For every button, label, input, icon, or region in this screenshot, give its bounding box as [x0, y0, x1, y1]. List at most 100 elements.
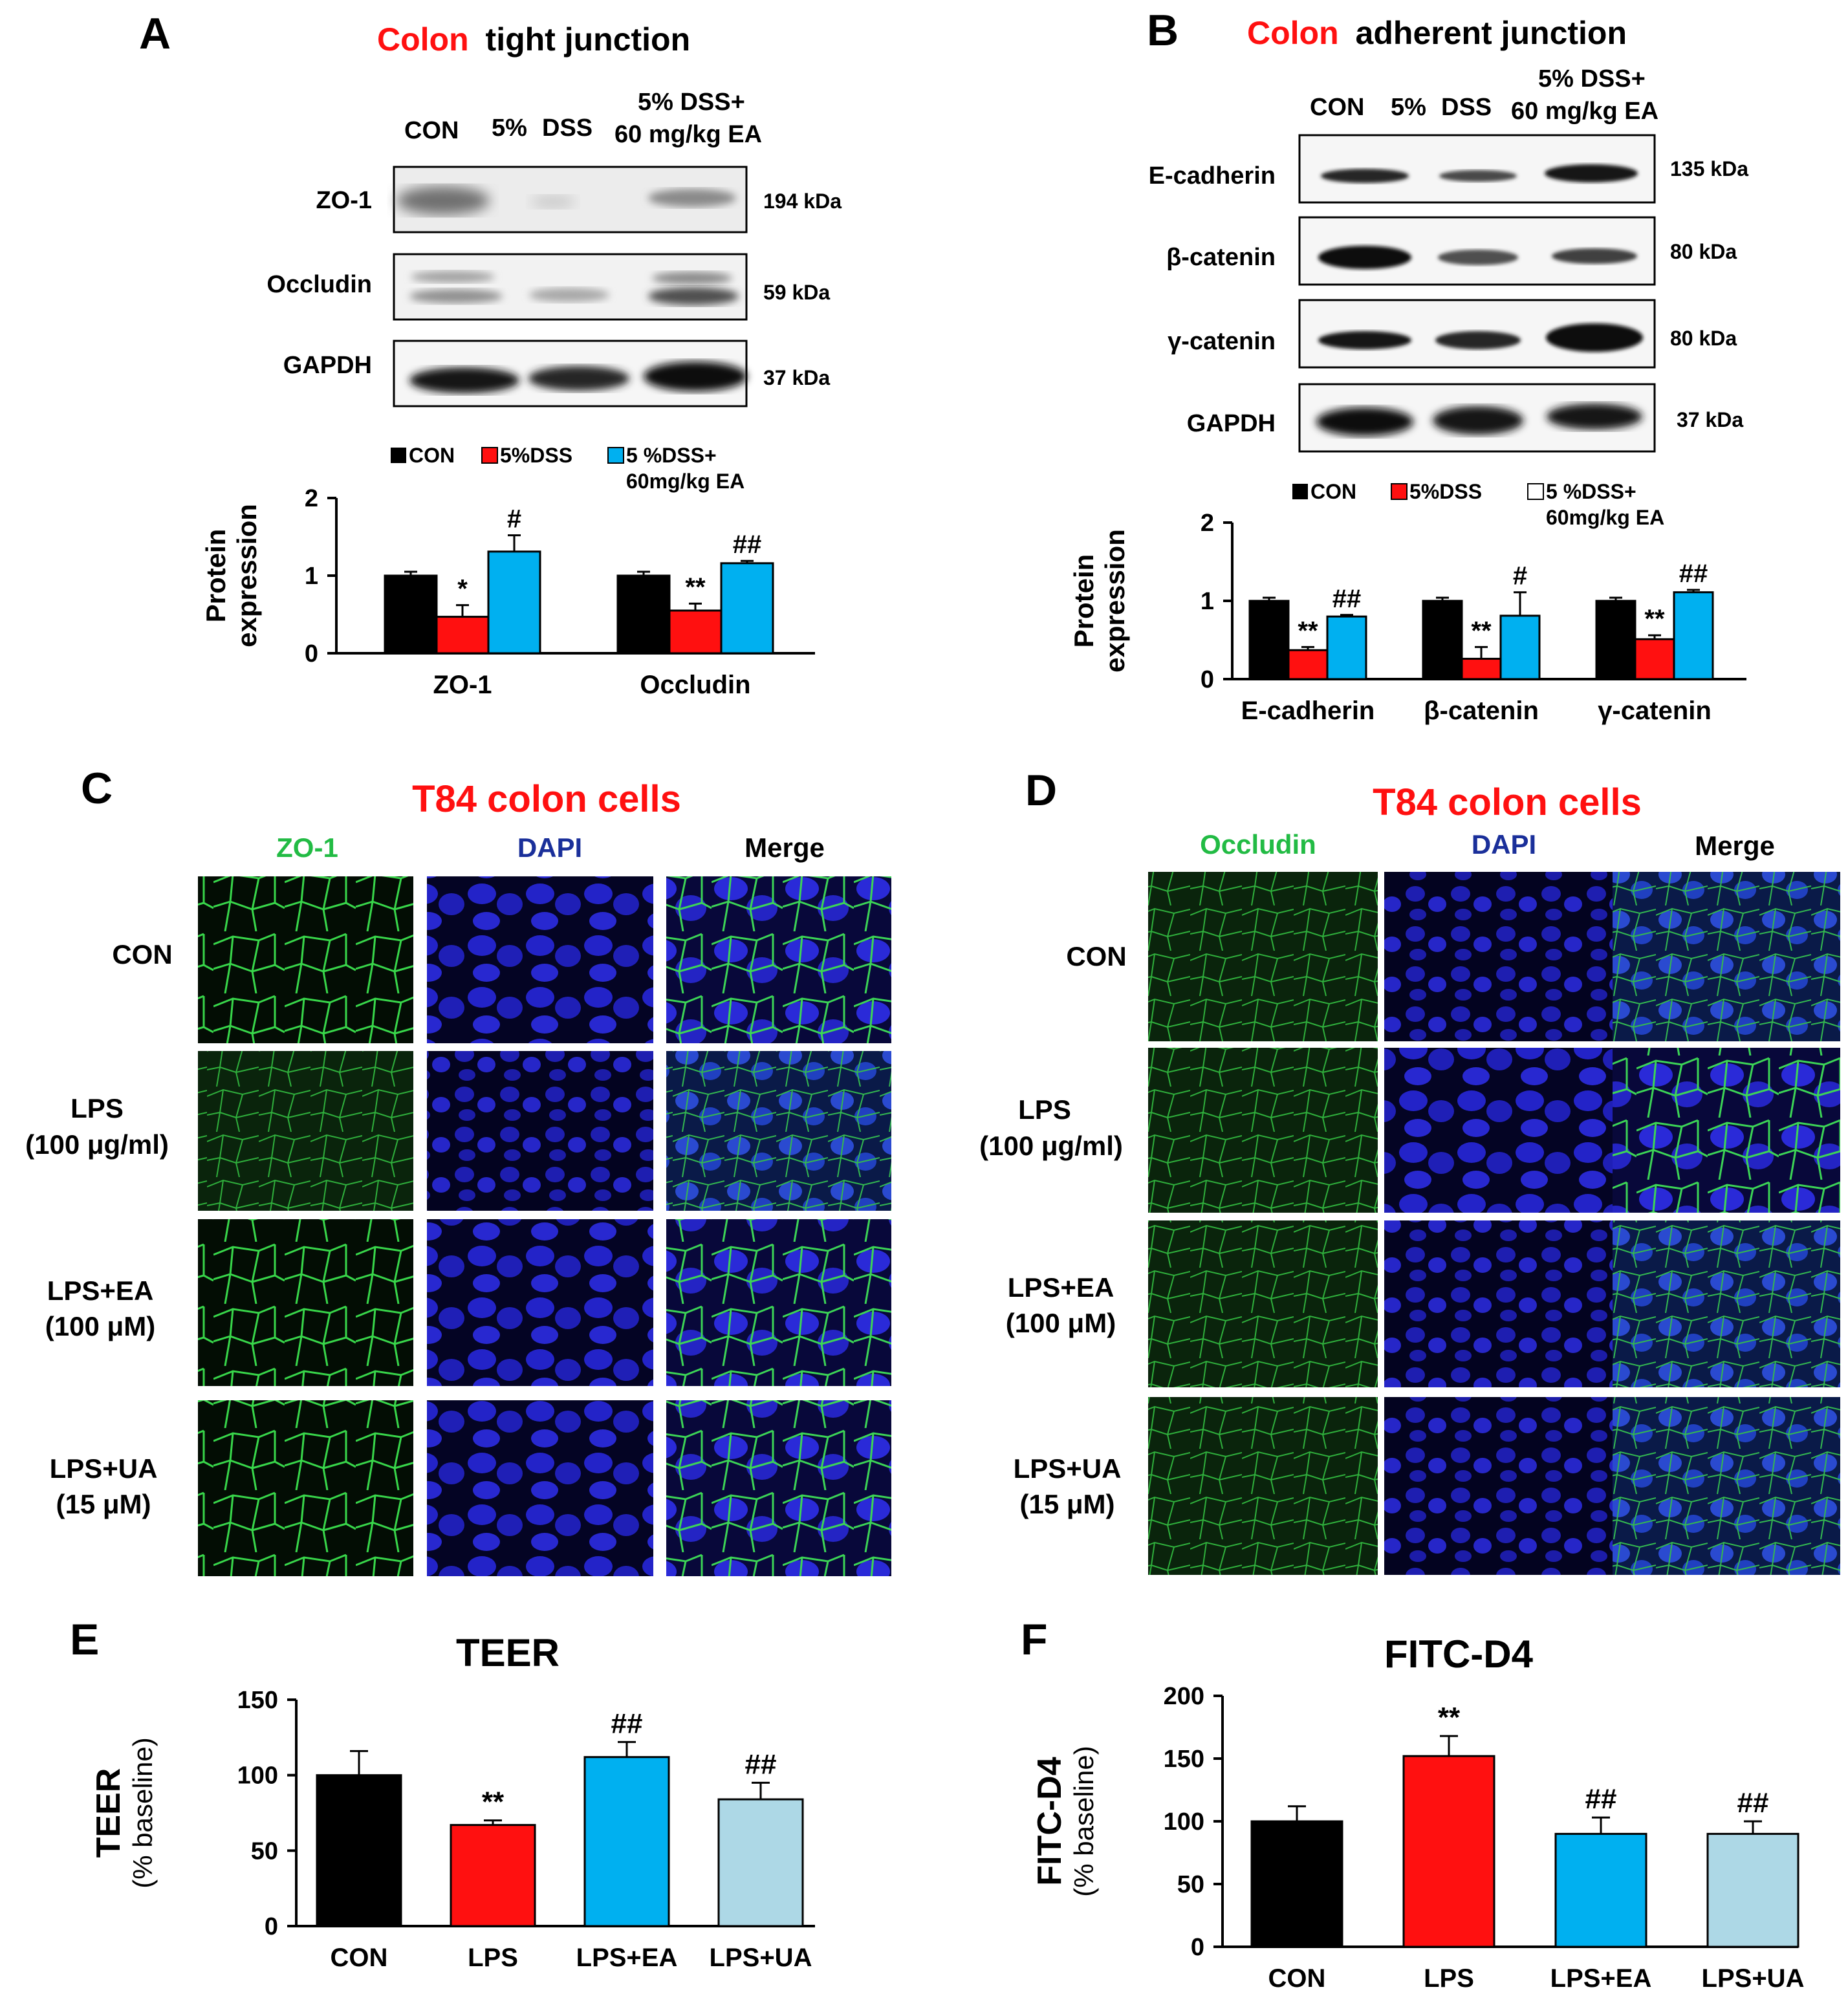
micrograph-c-dapi-ua	[427, 1400, 653, 1576]
significance-mark: ##	[1585, 1783, 1617, 1815]
panel-letter-f: F	[1021, 1615, 1048, 1664]
y-tick-label: 0	[305, 640, 318, 667]
y-axis-label-units: (% baseline)	[1069, 1746, 1099, 1896]
legend-a-dss: 5%DSS	[500, 444, 572, 467]
micrograph-c-zo1-lps	[198, 1051, 413, 1211]
legend-a-ea-1: 5 %DSS+	[626, 444, 717, 467]
y-axis-label: TEER	[90, 1768, 127, 1858]
micrograph-d-merge-ua	[1613, 1397, 1840, 1575]
bar-lps-ea	[1554, 1832, 1647, 1948]
y-axis-label: FITC-D4	[1031, 1757, 1069, 1885]
lane-label-b-5pct: 5%	[1391, 94, 1426, 121]
bar-lps-ua	[1706, 1832, 1799, 1948]
bar-occludin-5-dss-60mg-kg-ea	[720, 562, 774, 655]
row-label-d-ua-1: LPS+UA	[1014, 1453, 1122, 1484]
panel-b-title-rest: adherent junction	[1356, 15, 1627, 51]
row-label-c-lps-2: (100 μg/ml)	[25, 1129, 169, 1160]
bar-zo-1-con	[384, 574, 438, 655]
panel-letter-c: C	[81, 764, 113, 813]
y-axis-label-line: Protein	[201, 529, 231, 623]
legend-b-swatch-ea	[1527, 483, 1544, 500]
x-category-label: ZO-1	[433, 671, 492, 699]
micrograph-d-dapi-ea	[1384, 1220, 1617, 1387]
row-label-d-ea-2: (100 μM)	[1006, 1308, 1116, 1338]
x-category-label: LPS	[468, 1944, 518, 1972]
panel-a-title-red: Colon	[377, 21, 469, 58]
significance-mark: ##	[611, 1707, 643, 1739]
micrograph-c-dapi-con	[427, 876, 653, 1043]
micrograph-c-zo1-con	[198, 876, 413, 1043]
legend-b-swatch-con	[1292, 484, 1308, 499]
lane-label-b-dss-ea-1: 5% DSS+	[1538, 65, 1646, 92]
significance-mark: ##	[1332, 585, 1362, 613]
x-category-label: Occludin	[640, 671, 750, 699]
y-tick-label: 0	[1201, 666, 1214, 693]
bar-occludin-5-dss	[668, 609, 723, 655]
lane-label-b-dss-ea-2: 60 mg/kg EA	[1511, 98, 1658, 125]
row-label-d-ea-1: LPS+EA	[1008, 1272, 1114, 1303]
bar-catenin-con	[1595, 600, 1636, 680]
y-tick-label: 0	[1191, 1934, 1204, 1961]
western-blot-gapdh-b	[1298, 383, 1656, 453]
chart-title: FITC-D4	[1384, 1632, 1534, 1676]
blot-label-gcatenin: γ-catenin	[1168, 328, 1276, 355]
bar-catenin-5-dss-60mg-kg-ea	[1499, 614, 1541, 680]
legend-a-ea-2: 60mg/kg EA	[626, 470, 745, 493]
significance-mark: **	[1298, 616, 1318, 645]
significance-mark: ##	[1737, 1787, 1769, 1819]
chart-title: TEER	[456, 1631, 560, 1674]
lane-label-b-dss: DSS	[1441, 94, 1492, 121]
x-category-label: CON	[1268, 1964, 1326, 1993]
panel-b-title: Colon adherent junction	[1247, 15, 1627, 51]
blot-kda-ecadherin: 135 kDa	[1670, 157, 1748, 180]
y-tick-label: 1	[1201, 588, 1214, 615]
row-label-c-ua-1: LPS+UA	[50, 1453, 158, 1484]
bar-con	[316, 1774, 402, 1927]
blot-label-ecadherin: E-cadherin	[1149, 162, 1276, 190]
y-tick-label: 200	[1164, 1683, 1204, 1710]
significance-mark: #	[507, 505, 521, 534]
micrograph-d-occludin-con	[1148, 872, 1378, 1041]
micrograph-c-zo1-ea	[198, 1219, 413, 1386]
micrograph-c-dapi-ea	[427, 1219, 653, 1386]
legend-b-con: CON	[1310, 480, 1356, 503]
bar-zo-1-5-dss	[435, 616, 490, 655]
western-blot-zo1	[393, 166, 748, 233]
bar-lps-ua	[717, 1798, 804, 1927]
legend-b-ea-2: 60mg/kg EA	[1546, 506, 1664, 529]
row-label-c-ea-1: LPS+EA	[47, 1275, 154, 1306]
lane-label-b-con: CON	[1310, 94, 1364, 121]
micrograph-c-merge-lps	[666, 1051, 891, 1211]
micrograph-d-dapi-con	[1384, 872, 1617, 1041]
x-category-label: β-catenin	[1424, 697, 1539, 725]
blot-label-bcatenin: β-catenin	[1166, 244, 1276, 271]
bar-catenin-5-dss	[1634, 638, 1675, 680]
legend-b-ea-1: 5 %DSS+	[1546, 480, 1636, 503]
micrograph-c-zo1-ua	[198, 1400, 413, 1576]
y-axis-label-line: expression	[1100, 529, 1130, 673]
micrograph-c-merge-ua	[666, 1400, 891, 1576]
significance-mark: ##	[733, 530, 762, 559]
significance-mark: **	[1471, 616, 1492, 645]
panel-letter-b: B	[1147, 6, 1179, 55]
bar-catenin-con	[1422, 600, 1463, 680]
x-category-label: LPS+UA	[1702, 1964, 1805, 1993]
western-blot-bcatenin	[1298, 216, 1656, 286]
micrograph-d-occludin-ua	[1148, 1397, 1378, 1575]
significance-mark: **	[482, 1786, 505, 1818]
y-axis-label: Proteinexpression	[1069, 529, 1130, 673]
panel-b-title-red: Colon	[1247, 15, 1339, 51]
y-axis-label-units: (% baseline)	[127, 1737, 158, 1888]
col-label-c-merge: Merge	[745, 832, 825, 863]
significance-mark: ##	[745, 1748, 777, 1780]
western-blot-gapdh-a	[393, 340, 748, 407]
row-label-c-ua-2: (15 μM)	[56, 1489, 151, 1519]
panel-c-title: T84 colon cells	[412, 778, 681, 820]
lane-label-dss: DSS	[542, 114, 592, 142]
y-tick-label: 100	[1164, 1808, 1204, 1836]
x-category-label: LPS	[1424, 1964, 1474, 1993]
